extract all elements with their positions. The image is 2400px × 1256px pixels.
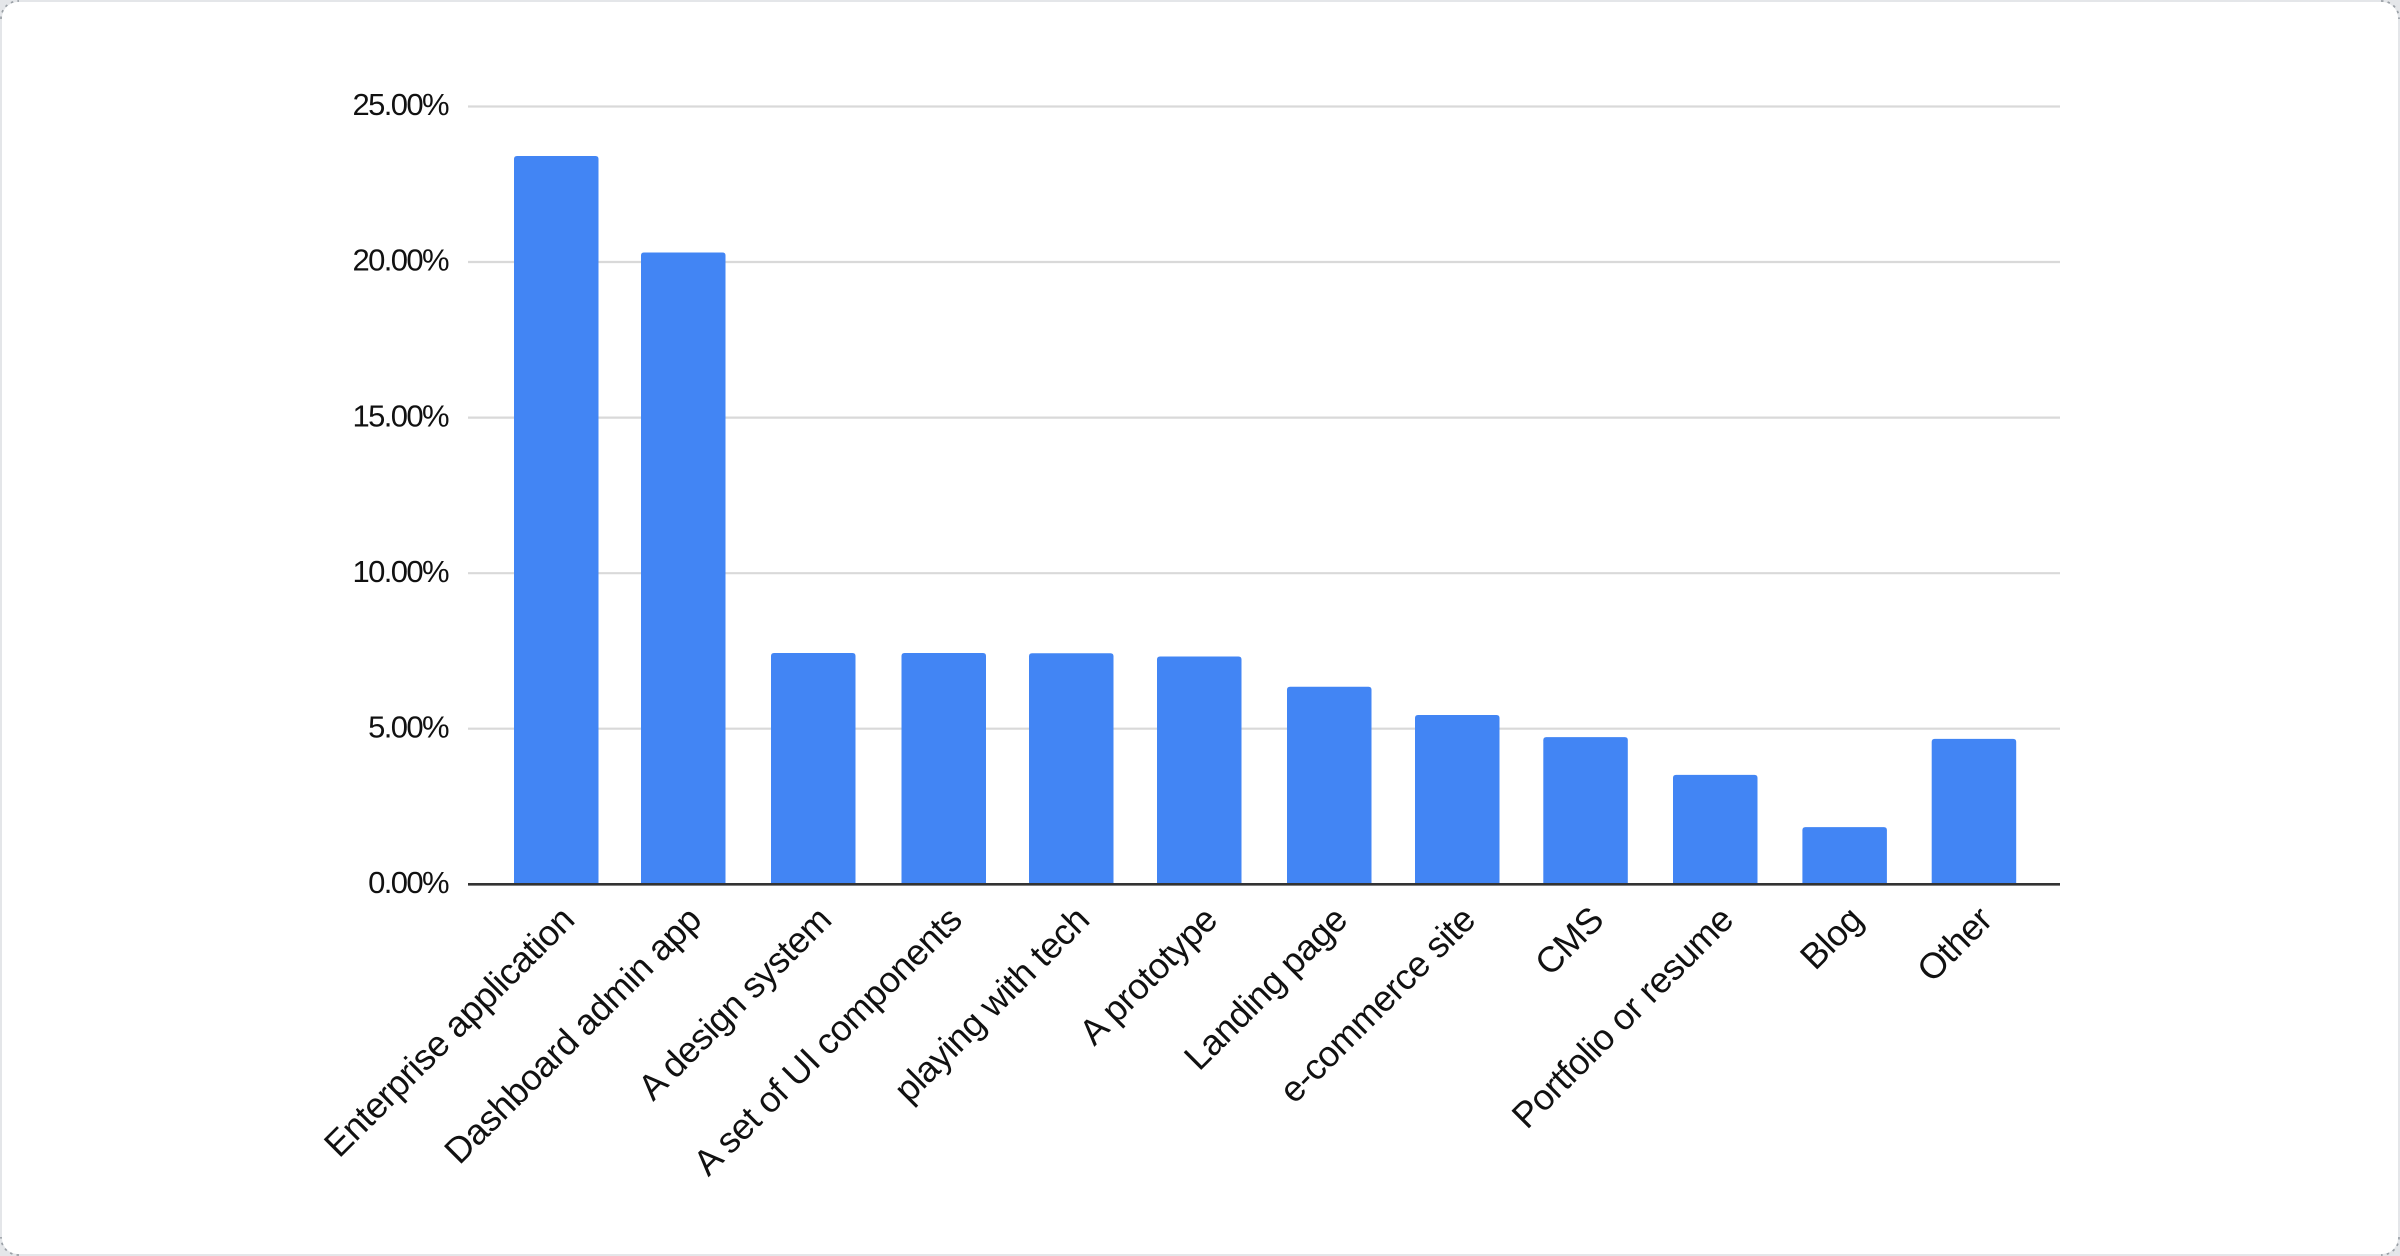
svg-text:Portfolio or resume: Portfolio or resume xyxy=(1504,899,1741,1136)
svg-text:10.00%: 10.00% xyxy=(352,554,449,589)
svg-text:Dashboard admin app: Dashboard admin app xyxy=(436,899,709,1172)
svg-text:CMS: CMS xyxy=(1527,899,1611,983)
svg-text:Other: Other xyxy=(1909,898,2000,989)
svg-text:5.00%: 5.00% xyxy=(368,709,449,744)
svg-text:25.00%: 25.00% xyxy=(352,87,449,122)
svg-text:Enterprise application: Enterprise application xyxy=(316,899,582,1165)
svg-text:20.00%: 20.00% xyxy=(352,243,449,278)
svg-text:15.00%: 15.00% xyxy=(352,398,449,433)
svg-text:Blog: Blog xyxy=(1792,899,1871,978)
svg-text:0.00%: 0.00% xyxy=(368,865,449,900)
